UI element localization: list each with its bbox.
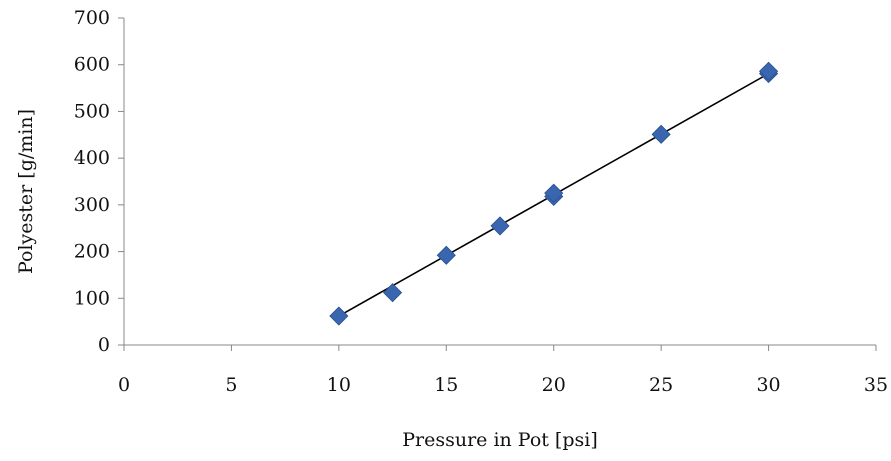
data-point [759,61,779,81]
x-tick-label: 10 [327,374,351,396]
x-tick-label: 25 [649,374,673,396]
data-point [436,245,456,265]
x-tick-label: 5 [225,374,237,396]
data-point [329,306,349,326]
y-tick-label: 700 [74,7,110,29]
x-tick-label: 20 [542,374,566,396]
data-point [651,124,671,144]
x-tick-label: 30 [756,374,780,396]
x-tick-label: 35 [864,374,888,396]
y-axis-title: Polyester [g/min] [15,109,37,274]
y-tick-label: 600 [74,54,110,76]
y-tick-label: 500 [74,100,110,122]
data-points [329,61,779,326]
y-tick-label: 400 [74,147,110,169]
y-tick-label: 100 [74,287,110,309]
x-tick-label: 15 [434,374,458,396]
y-tick-label: 0 [98,334,110,356]
data-point [490,216,510,236]
y-tick-label: 200 [74,241,110,263]
axes: 0 100 200 300 400 500 600 700 0 5 10 15 20 25 30 35 [74,7,888,396]
data-point [544,183,564,203]
data-point [383,283,403,303]
y-tick-label: 300 [74,194,110,216]
x-tick-label: 0 [118,374,130,396]
x-axis-title: Pressure in Pot [psi] [402,429,598,451]
